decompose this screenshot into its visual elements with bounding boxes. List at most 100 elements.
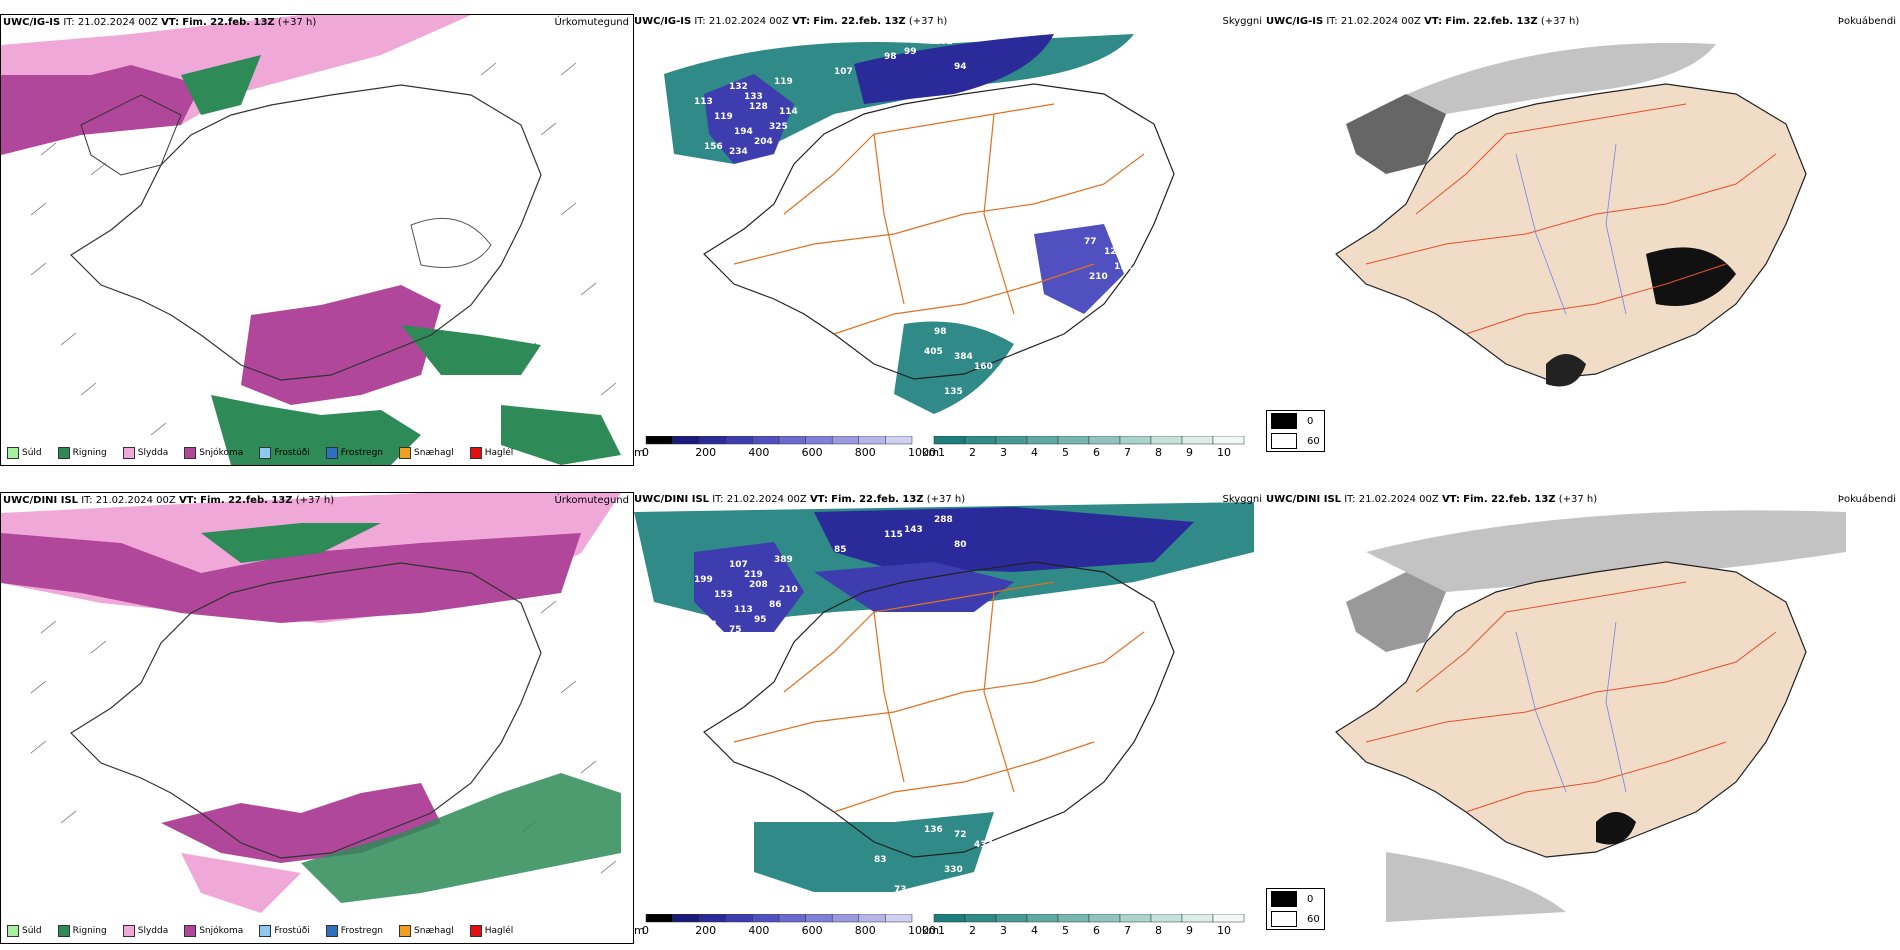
vt-value: Fim. 22.feb. 13Z bbox=[813, 16, 906, 27]
cloud-base-value: 199 bbox=[694, 575, 713, 585]
roads bbox=[1365, 581, 1777, 813]
cbar-km-tick: 7 bbox=[1124, 924, 1131, 937]
cloud-base-value: 98 bbox=[884, 52, 897, 62]
cloud-base-value: 130 bbox=[1104, 725, 1123, 735]
cloud-base-panel-2: 288 143 115 80 85 389 107 219 199 153 208 210 86 113 9… bbox=[634, 492, 1264, 942]
colorbar-km-bin bbox=[1026, 436, 1059, 445]
precip-legend-2: Súld Rigning Slydda Snjókoma Frostúði Fr… bbox=[7, 925, 525, 937]
cloud-base-value: 85 bbox=[834, 545, 847, 555]
colorbar-km-bin bbox=[995, 436, 1028, 445]
cloud-base-value: 192 bbox=[1114, 262, 1133, 272]
swatch bbox=[1271, 433, 1297, 449]
cloud-base-value: 101 bbox=[1134, 307, 1153, 317]
colorbar-km-bin bbox=[1212, 436, 1245, 445]
fog-map-1 bbox=[1335, 42, 1807, 387]
it-label: IT: bbox=[1326, 16, 1338, 27]
colorbar-km-bin bbox=[1088, 914, 1121, 923]
legend-label: 60 bbox=[1307, 435, 1320, 447]
cloud-base-value: 71 bbox=[964, 785, 977, 795]
cloud-base-value: 437 bbox=[974, 840, 993, 850]
colorbar-km-bin bbox=[1212, 914, 1245, 923]
header-2b: UWC/DINI ISL IT: 21.02.2024 00Z VT: Fim.… bbox=[634, 494, 965, 506]
colorbar-m-bin bbox=[831, 914, 860, 923]
legend-label: 0 bbox=[1307, 893, 1314, 905]
cbar-km-tick: 4 bbox=[1031, 446, 1038, 459]
model-name: UWC/IG-IS bbox=[634, 16, 692, 27]
roads bbox=[733, 581, 1145, 813]
cloud-base-value: 82 bbox=[1054, 695, 1067, 705]
legend-item: Súld bbox=[7, 447, 42, 459]
cbar-km-tick: 3 bbox=[1000, 924, 1007, 937]
cbar-km-tick: 4 bbox=[1031, 924, 1038, 937]
cbar-m-tick: 600 bbox=[801, 446, 823, 459]
it-label: IT: bbox=[81, 495, 93, 506]
colorbar-1 bbox=[645, 436, 1245, 445]
cloud-base-map-2 bbox=[634, 502, 1254, 892]
swatch bbox=[325, 925, 338, 937]
cloud-base-value: 389 bbox=[774, 555, 793, 565]
cbar-m-tick: 200 bbox=[695, 924, 717, 937]
legend-item: Snæhagl bbox=[399, 925, 454, 937]
vt-label: VT: bbox=[809, 494, 828, 505]
legend-label: Súld bbox=[22, 926, 42, 936]
vt-value: Fim. 22.feb. 13Z bbox=[1463, 494, 1556, 505]
cloud-base-value: 122 bbox=[1104, 247, 1123, 257]
cloud-base-value: 405 bbox=[924, 347, 943, 357]
legend-item: Slydda bbox=[122, 447, 168, 459]
cloud-base-value: 99 bbox=[904, 47, 917, 57]
cbar-km-tick: 10 bbox=[1217, 446, 1231, 459]
swatch bbox=[1271, 891, 1297, 907]
field-name-precip-2: Úrkomutegund bbox=[554, 495, 629, 506]
rivers bbox=[1515, 143, 1627, 315]
cloud-base-value: 102 bbox=[934, 37, 953, 47]
roads bbox=[733, 103, 1145, 335]
cloud-base-value: 160 bbox=[974, 362, 993, 372]
cloud-base-value: 325 bbox=[769, 122, 788, 132]
colorbar-m-bin bbox=[885, 914, 913, 923]
lead-time: (+37 h) bbox=[277, 17, 317, 28]
wind-barbs bbox=[30, 62, 617, 436]
it-value: 21.02.2024 00Z bbox=[1358, 494, 1439, 505]
legend-label: Súld bbox=[22, 448, 42, 458]
cloud-base-value: 77 bbox=[1084, 237, 1097, 247]
swatch bbox=[57, 447, 70, 459]
fog-legend-row: 60 bbox=[1267, 431, 1324, 451]
cbar-km-tick: 1 bbox=[938, 924, 945, 937]
cbar-km-tick: 6 bbox=[1093, 446, 1100, 459]
rivers bbox=[1515, 621, 1627, 793]
cloud-base-value: 378 bbox=[1089, 750, 1108, 760]
vt-label: VT: bbox=[1441, 494, 1460, 505]
cbar-m-tick: 400 bbox=[748, 446, 770, 459]
cloud-base-value: 133 bbox=[744, 92, 763, 102]
swatch bbox=[399, 447, 412, 459]
cloud-base-value: 75 bbox=[729, 625, 742, 635]
cbar-m-tick: 800 bbox=[854, 446, 876, 459]
legend-item: Frostúði bbox=[259, 925, 310, 937]
colorbar-km-bin bbox=[1088, 436, 1121, 445]
vt-label: VT: bbox=[792, 16, 811, 27]
cloud-base-value: 135 bbox=[944, 387, 963, 397]
cbar-km-tick: 5 bbox=[1062, 924, 1069, 937]
cloud-base-value: 83 bbox=[874, 855, 887, 865]
cbar-m-tick: 400 bbox=[748, 924, 770, 937]
cbar-m-tick: 600 bbox=[801, 924, 823, 937]
it-label: IT: bbox=[63, 17, 75, 28]
cloud-base-value: 210 bbox=[779, 585, 798, 595]
colorbar-m-bin bbox=[752, 914, 780, 923]
model-name: UWC/DINI ISL bbox=[1266, 494, 1342, 505]
cloud-base-value: 115 bbox=[884, 530, 903, 540]
header-1b: UWC/IG-IS IT: 21.02.2024 00Z VT: Fim. 22… bbox=[634, 16, 947, 28]
cloud-base-value: 143 bbox=[904, 525, 923, 535]
vt-value: Fim. 22.feb. 13Z bbox=[831, 494, 924, 505]
cloud-base-value: 107 bbox=[834, 67, 853, 77]
cloud-base-value: 136 bbox=[934, 805, 953, 815]
colorbar-m-bin bbox=[698, 914, 727, 923]
cloud-base-value: 113 bbox=[734, 605, 753, 615]
model-name: UWC/DINI ISL bbox=[634, 494, 710, 505]
vt-value: Fim. 22.feb. 13Z bbox=[182, 17, 275, 28]
cloud-base-value: 88 bbox=[704, 620, 717, 630]
swatch bbox=[184, 447, 197, 459]
fog-legend-row: 0 bbox=[1267, 411, 1324, 431]
legend-item: Snjókoma bbox=[184, 447, 243, 459]
cloud-base-value: 113 bbox=[694, 97, 713, 107]
